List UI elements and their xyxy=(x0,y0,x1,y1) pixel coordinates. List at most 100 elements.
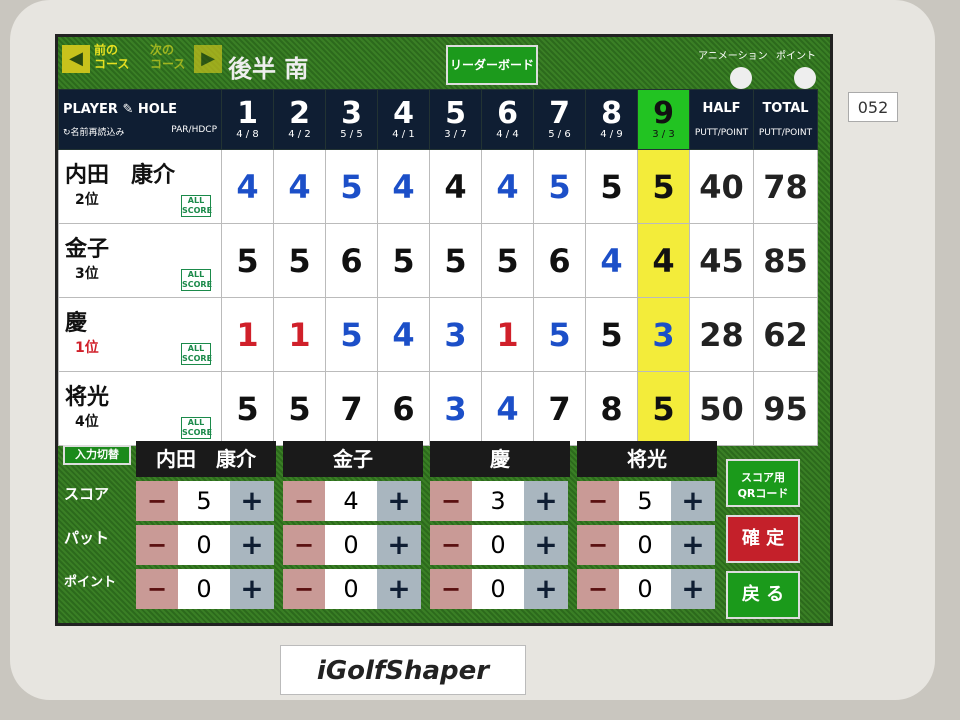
minus-button[interactable]: − xyxy=(430,481,472,521)
input-switch-button[interactable]: 入力切替 xyxy=(63,445,131,465)
qr-code-button[interactable]: スコア用 QRコード xyxy=(726,459,800,507)
prev-course-arrow-icon[interactable]: ◀ xyxy=(62,45,90,73)
score-cell[interactable]: 3 xyxy=(637,297,690,372)
player-cell[interactable]: 金子 ALL SCORE 3位 xyxy=(58,223,222,298)
all-score-button[interactable]: ALL SCORE xyxy=(181,268,213,291)
back-button[interactable]: 戻 る xyxy=(726,571,800,619)
score-cell[interactable]: 5 xyxy=(221,223,274,298)
prev-course-button[interactable]: 前の コース xyxy=(94,43,130,71)
player-cell[interactable]: 内田 康介 ALL SCORE 2位 xyxy=(58,149,222,224)
input-row: −0 + xyxy=(136,569,276,609)
score-cell[interactable]: 3 xyxy=(429,371,482,446)
score-cell[interactable]: 4 xyxy=(377,297,430,372)
score-cell[interactable]: 4 xyxy=(273,149,326,224)
all-score-button[interactable]: ALL SCORE xyxy=(181,194,213,217)
reload-icon[interactable]: ↻ xyxy=(63,127,71,138)
score-cell[interactable]: 4 xyxy=(377,149,430,224)
leaderboard-button[interactable]: リーダーボード xyxy=(446,45,538,85)
score-cell[interactable]: 5 xyxy=(533,297,586,372)
plus-button[interactable]: + xyxy=(377,525,421,565)
plus-button[interactable]: + xyxy=(230,481,274,521)
input-row: −3 + xyxy=(430,481,570,521)
plus-button[interactable]: + xyxy=(524,525,568,565)
edit-icon[interactable]: ✎ xyxy=(122,101,134,117)
plus-button[interactable]: + xyxy=(230,569,274,609)
player-row: 慶 ALL SCORE 1位 1 1 5 4 3 1 5 5 3 28 62 xyxy=(58,297,818,372)
score-cell[interactable]: 1 xyxy=(221,297,274,372)
next-course-arrow-icon[interactable]: ▶ xyxy=(194,45,222,73)
score-cell[interactable]: 5 xyxy=(533,149,586,224)
score-cell[interactable]: 7 xyxy=(325,371,378,446)
score-cell[interactable]: 6 xyxy=(377,371,430,446)
confirm-button[interactable]: 確 定 xyxy=(726,515,800,563)
score-cell[interactable]: 4 xyxy=(637,223,690,298)
plus-button[interactable]: + xyxy=(230,525,274,565)
score-cell[interactable]: 4 xyxy=(221,149,274,224)
reload-names-button[interactable]: 名前再読込み xyxy=(70,127,125,138)
plus-button[interactable]: + xyxy=(524,481,568,521)
score-cell[interactable]: 5 xyxy=(273,371,326,446)
score-cell[interactable]: 5 xyxy=(221,371,274,446)
score-cell[interactable]: 1 xyxy=(273,297,326,372)
score-cell[interactable]: 3 xyxy=(429,297,482,372)
all-score-button[interactable]: ALL SCORE xyxy=(181,342,213,365)
plus-button[interactable]: + xyxy=(671,525,715,565)
total-score: 62 xyxy=(753,297,818,372)
top-bar: ◀ 前の コース 次の コース ▶ 後半 南 リーダーボード アニメーション ポ… xyxy=(58,37,830,89)
score-cell[interactable]: 4 xyxy=(585,223,638,298)
score-cell[interactable]: 6 xyxy=(533,223,586,298)
minus-button[interactable]: − xyxy=(136,569,178,609)
score-cell[interactable]: 5 xyxy=(429,223,482,298)
plus-button[interactable]: + xyxy=(377,569,421,609)
minus-button[interactable]: − xyxy=(577,525,619,565)
score-cell[interactable]: 6 xyxy=(325,223,378,298)
point-toggle[interactable] xyxy=(794,67,816,89)
score-cell[interactable]: 5 xyxy=(377,223,430,298)
animation-toggle[interactable] xyxy=(730,67,752,89)
score-cell[interactable]: 5 xyxy=(325,297,378,372)
score-cell[interactable]: 5 xyxy=(481,223,534,298)
score-cell[interactable]: 1 xyxy=(481,297,534,372)
input-row: −0 + xyxy=(136,525,276,565)
minus-button[interactable]: − xyxy=(136,525,178,565)
score-cell[interactable]: 5 xyxy=(585,297,638,372)
score-cell[interactable]: 5 xyxy=(585,149,638,224)
plus-button[interactable]: + xyxy=(377,481,421,521)
next-course-button[interactable]: 次の コース xyxy=(150,43,186,71)
plus-button[interactable]: + xyxy=(524,569,568,609)
score-cell[interactable]: 5 xyxy=(273,223,326,298)
score-cell[interactable]: 7 xyxy=(533,371,586,446)
score-cell[interactable]: 5 xyxy=(325,149,378,224)
minus-button[interactable]: − xyxy=(283,525,325,565)
score-cell[interactable]: 8 xyxy=(585,371,638,446)
score-cell[interactable]: 4 xyxy=(481,149,534,224)
minus-button[interactable]: − xyxy=(430,569,472,609)
minus-button[interactable]: − xyxy=(577,569,619,609)
player-cell[interactable]: 慶 ALL SCORE 1位 xyxy=(58,297,222,372)
minus-button[interactable]: − xyxy=(577,481,619,521)
score-cell[interactable]: 4 xyxy=(429,149,482,224)
minus-button[interactable]: − xyxy=(283,481,325,521)
score-cell[interactable]: 4 xyxy=(481,371,534,446)
input-value: 0 xyxy=(619,569,671,609)
minus-button[interactable]: − xyxy=(283,569,325,609)
plus-button[interactable]: + xyxy=(671,481,715,521)
player-cell[interactable]: 将光 ALL SCORE 4位 xyxy=(58,371,222,446)
plus-button[interactable]: + xyxy=(671,569,715,609)
score-cell[interactable]: 5 xyxy=(637,149,690,224)
minus-button[interactable]: − xyxy=(430,525,472,565)
input-row: −5 + xyxy=(577,481,717,521)
score-cell[interactable]: 5 xyxy=(637,371,690,446)
minus-button[interactable]: − xyxy=(136,481,178,521)
all-score-button[interactable]: ALL SCORE xyxy=(181,416,213,439)
half-score: 45 xyxy=(689,223,754,298)
